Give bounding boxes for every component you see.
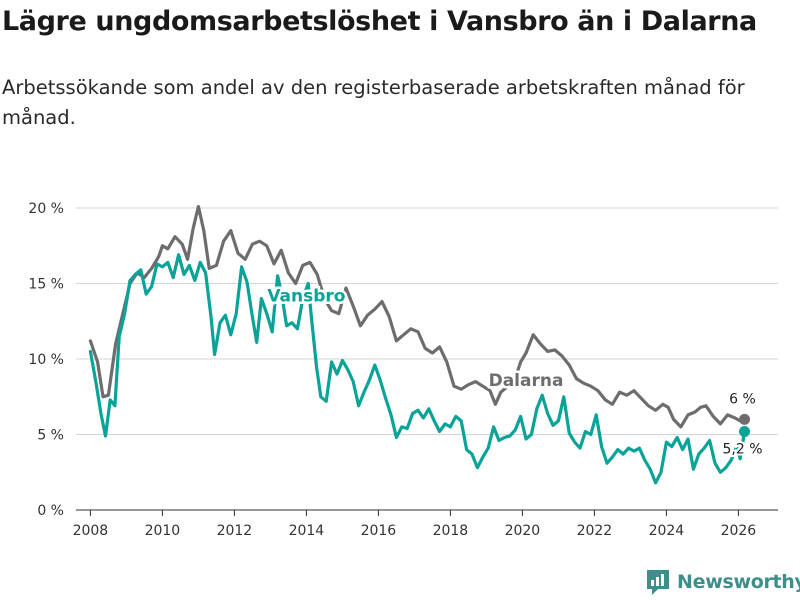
end-point-dalarna (739, 413, 751, 425)
y-tick-label: 20 % (28, 201, 64, 217)
series-label-dalarna: Dalarna (489, 371, 564, 391)
end-value-label-dalarna: 6 % (729, 391, 756, 407)
x-tick-label: 2024 (649, 523, 685, 539)
y-tick-label: 15 % (28, 277, 64, 293)
x-tick-label: 2008 (73, 523, 109, 539)
x-tick-label: 2012 (217, 523, 253, 539)
x-tick-label: 2022 (577, 523, 613, 539)
x-tick-label: 2020 (505, 523, 541, 539)
y-tick-label: 5 % (37, 428, 64, 444)
x-tick-label: 2016 (361, 523, 397, 539)
gridlines (76, 207, 778, 435)
series-labels: 6 % 5,2 % Dalarna Vansbro (265, 284, 765, 459)
x-tick-label: 2010 (145, 523, 181, 539)
chart-subtitle: Arbetssökande som andel av den registerb… (2, 76, 745, 129)
brand-logo[interactable]: Newsworthy (645, 568, 800, 596)
y-tick-label: 10 % (28, 352, 64, 368)
series-line-vansbro (88, 253, 747, 485)
end-point-vansbro (739, 425, 751, 437)
x-tick-label: 2014 (289, 523, 325, 539)
series-line-dalarna (88, 204, 747, 429)
brand-name: Newsworthy (677, 571, 800, 593)
axes: 0 % 5 % 10 % 15 % 20 % 2008 2010 2012 2014 2016 20… (28, 201, 778, 539)
chart-title: Lägre ungdomsarbetslöshet i Vansbro än i… (2, 6, 757, 37)
newsworthy-logo-icon (647, 570, 669, 595)
end-value-label-vansbro: 5,2 % (723, 441, 763, 457)
series (88, 204, 747, 485)
x-tick-label: 2018 (433, 523, 469, 539)
series-label-vansbro: Vansbro (267, 287, 345, 307)
y-tick-label: 0 % (37, 503, 64, 519)
x-tick-label: 2026 (721, 523, 757, 539)
